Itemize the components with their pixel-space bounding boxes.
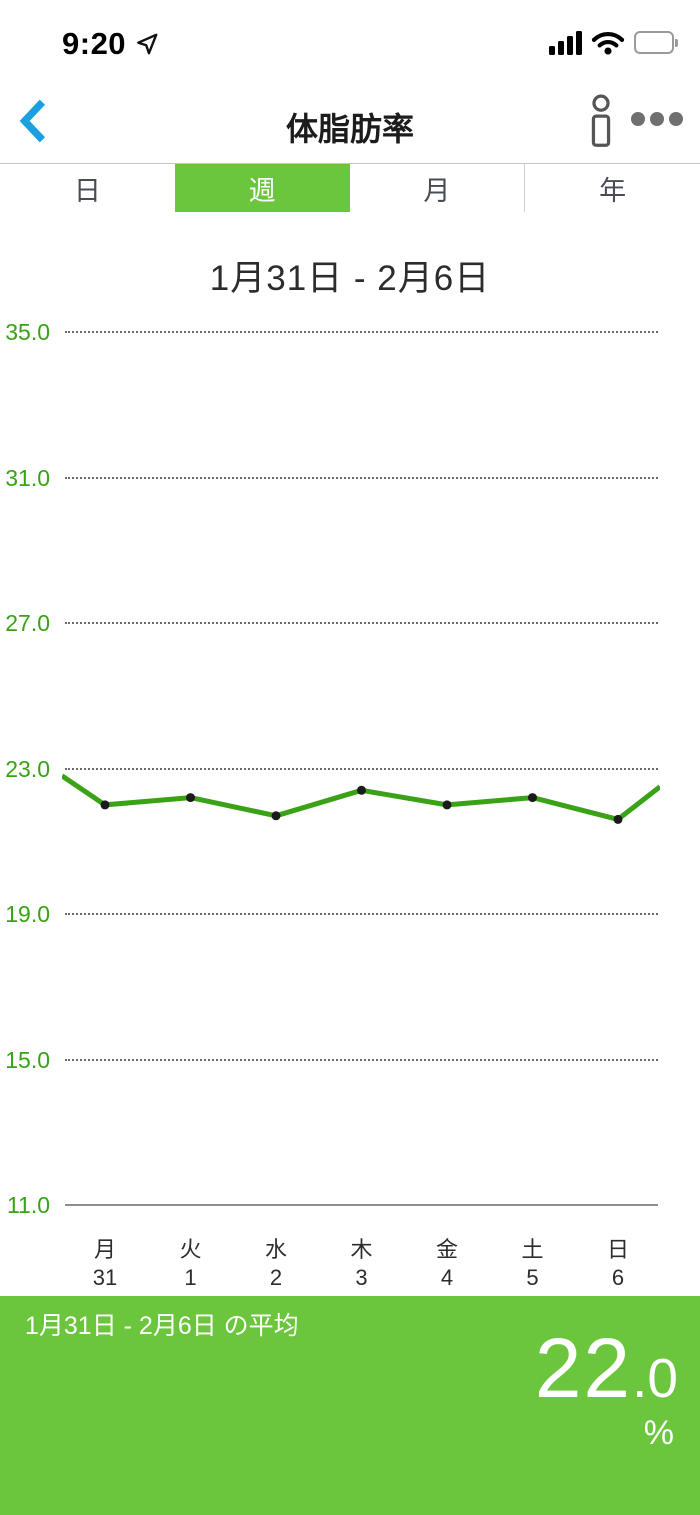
more-options-button[interactable]	[631, 112, 683, 126]
average-unit: %	[643, 1414, 674, 1452]
data-point[interactable]	[271, 811, 281, 821]
tab-year[interactable]: 年	[524, 164, 700, 212]
x-tick-weekday: 日	[606, 1237, 629, 1262]
tab-week[interactable]: 週	[174, 164, 350, 212]
x-tick-date: 5	[526, 1265, 539, 1290]
y-axis-tick: 15.0	[5, 1046, 50, 1073]
x-tick-date: 31	[92, 1265, 118, 1290]
x-tick-weekday: 水	[264, 1237, 287, 1262]
gridline	[65, 1204, 658, 1206]
gridline	[65, 622, 658, 624]
x-axis-tick: 月 31	[73, 1236, 137, 1292]
y-axis-tick: 35.0	[5, 319, 50, 345]
ellipsis-dot	[631, 112, 645, 126]
ellipsis-dot	[669, 112, 683, 126]
y-axis-tick: 23.0	[5, 755, 50, 782]
x-tick-date: 4	[440, 1265, 454, 1290]
x-tick-date: 2	[269, 1265, 283, 1290]
gridline	[65, 913, 658, 915]
y-axis-tick: 19.0	[5, 901, 50, 927]
data-point[interactable]	[613, 814, 623, 824]
gridline	[65, 476, 658, 479]
data-point[interactable]	[442, 800, 452, 810]
average-value-int: 22	[534, 1321, 633, 1415]
x-tick-weekday: 土	[521, 1237, 544, 1262]
x-tick-weekday: 火	[179, 1237, 202, 1262]
x-tick-date: 3	[355, 1265, 368, 1290]
tab-day[interactable]: 日	[0, 164, 175, 212]
data-point[interactable]	[357, 785, 366, 795]
average-value-dec: .0	[632, 1347, 678, 1409]
average-label: 1月31日 - 2月6日 の平均	[25, 1312, 299, 1340]
status-icons	[549, 30, 678, 55]
page-title: 体脂肪率	[285, 111, 414, 147]
x-tick-weekday: 金	[435, 1237, 458, 1262]
gridline	[65, 1058, 658, 1061]
gridline	[65, 331, 658, 333]
y-axis-tick: 11.0	[6, 1192, 50, 1218]
cellular-signal-icon	[549, 30, 582, 55]
period-tab-bar: 日週月年	[0, 163, 700, 213]
y-axis-tick: 27.0	[5, 610, 50, 636]
chart-region: 1月31日 - 2月6日 35.0 31.0 27.0 23.0 19.0 15.0 11.…	[0, 212, 700, 1296]
y-axis-tick: 31.0	[5, 464, 50, 491]
x-tick-weekday: 木	[350, 1237, 373, 1262]
tab-month[interactable]: 月	[349, 164, 525, 212]
data-line	[62, 773, 660, 822]
battery-icon	[634, 31, 678, 55]
ellipsis-dot	[650, 112, 664, 126]
x-tick-date: 1	[184, 1265, 197, 1290]
x-tick-date: 6	[611, 1265, 625, 1290]
data-point[interactable]	[528, 793, 537, 803]
scale-device-button[interactable]	[590, 94, 612, 148]
plot-area[interactable]	[62, 332, 660, 1205]
data-point[interactable]	[100, 800, 110, 810]
summary-footer: 1月31日 - 2月6日 の平均 22.0 %	[0, 1296, 700, 1515]
data-point[interactable]	[186, 793, 195, 803]
scale-icon	[591, 94, 611, 147]
chart-period-title: 1月31日 - 2月6日	[209, 259, 491, 298]
gridline	[65, 767, 658, 770]
back-button[interactable]	[18, 98, 48, 144]
average-value: 22.0	[535, 1326, 678, 1410]
x-tick-weekday: 月	[93, 1237, 116, 1262]
wifi-icon	[591, 32, 625, 55]
status-time: 9:20	[62, 26, 127, 61]
location-arrow-icon	[137, 33, 158, 55]
